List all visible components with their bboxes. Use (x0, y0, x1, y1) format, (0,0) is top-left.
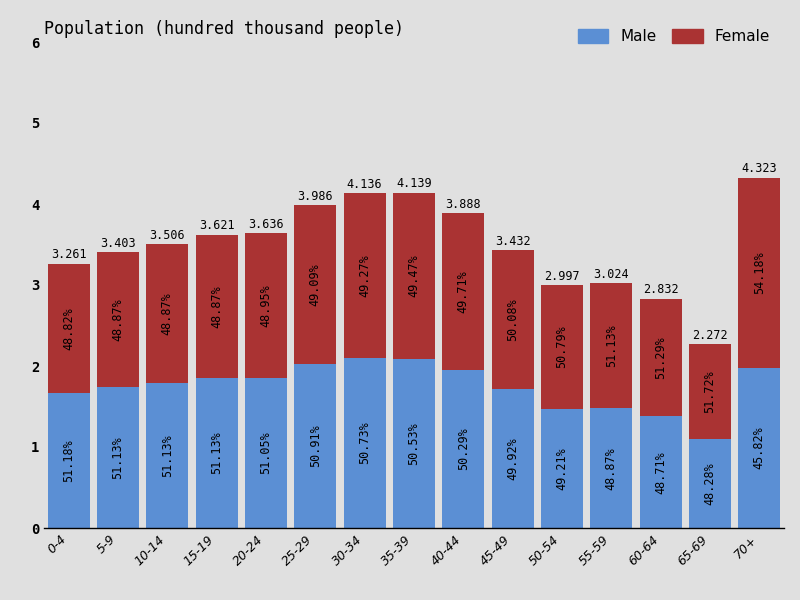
Text: 48.82%: 48.82% (62, 307, 75, 350)
Bar (492, 389, 534, 528)
Bar (146, 244, 188, 383)
Text: 51.72%: 51.72% (703, 370, 717, 413)
Bar (689, 439, 731, 528)
Text: 2.272: 2.272 (692, 329, 728, 341)
Bar (97, 253, 139, 387)
Bar (97, 387, 139, 528)
Bar (294, 205, 336, 364)
Bar (393, 193, 435, 359)
Bar (48, 264, 90, 393)
Text: 50.29%: 50.29% (457, 427, 470, 470)
Text: 49.92%: 49.92% (506, 437, 519, 480)
Text: 3.636: 3.636 (248, 218, 284, 231)
Text: 2.832: 2.832 (643, 283, 678, 296)
Text: 3.986: 3.986 (298, 190, 333, 203)
Bar (541, 285, 583, 409)
Bar (590, 283, 632, 408)
Text: 3.024: 3.024 (594, 268, 629, 281)
Bar (738, 368, 780, 528)
Text: 48.87%: 48.87% (210, 285, 223, 328)
Text: 51.13%: 51.13% (111, 436, 125, 479)
Bar (48, 393, 90, 528)
Text: 49.27%: 49.27% (358, 254, 371, 297)
Text: 4.136: 4.136 (347, 178, 382, 191)
Text: 51.13%: 51.13% (605, 325, 618, 367)
Text: 3.888: 3.888 (446, 197, 481, 211)
Text: 50.73%: 50.73% (358, 422, 371, 464)
Bar (590, 408, 632, 528)
Legend: Male, Female: Male, Female (572, 23, 776, 50)
Bar (640, 299, 682, 416)
Text: 45.82%: 45.82% (753, 427, 766, 469)
Bar (640, 416, 682, 528)
Text: 49.21%: 49.21% (555, 447, 569, 490)
Text: 48.87%: 48.87% (161, 292, 174, 335)
Bar (442, 370, 484, 528)
Bar (442, 213, 484, 370)
Text: 3.432: 3.432 (495, 235, 530, 248)
Text: 4.139: 4.139 (396, 178, 432, 190)
Text: 49.71%: 49.71% (457, 270, 470, 313)
Text: 51.05%: 51.05% (259, 431, 273, 474)
Bar (393, 359, 435, 528)
Bar (294, 364, 336, 528)
Text: 50.08%: 50.08% (506, 298, 519, 341)
Bar (738, 178, 780, 368)
Text: 3.621: 3.621 (199, 219, 234, 232)
Bar (689, 344, 731, 439)
Text: 50.79%: 50.79% (555, 326, 569, 368)
Text: 51.13%: 51.13% (210, 431, 223, 475)
Text: 49.09%: 49.09% (309, 263, 322, 306)
Bar (196, 235, 238, 378)
Bar (196, 378, 238, 528)
Text: 3.506: 3.506 (150, 229, 185, 242)
Text: 48.87%: 48.87% (111, 298, 125, 341)
Text: 4.323: 4.323 (742, 163, 777, 175)
Bar (245, 233, 287, 377)
Bar (344, 358, 386, 528)
Bar (492, 250, 534, 389)
Bar (344, 193, 386, 358)
Text: 50.91%: 50.91% (309, 424, 322, 467)
Text: 49.47%: 49.47% (407, 254, 421, 297)
Text: 51.18%: 51.18% (62, 439, 75, 482)
Text: 48.87%: 48.87% (605, 447, 618, 490)
Text: 51.13%: 51.13% (161, 434, 174, 477)
Text: Population (hundred thousand people): Population (hundred thousand people) (44, 20, 404, 38)
Text: 50.53%: 50.53% (407, 422, 421, 464)
Text: 48.95%: 48.95% (259, 284, 273, 327)
Text: 48.28%: 48.28% (703, 462, 717, 505)
Bar (146, 383, 188, 528)
Text: 51.29%: 51.29% (654, 336, 667, 379)
Bar (245, 377, 287, 528)
Text: 3.403: 3.403 (100, 237, 136, 250)
Text: 3.261: 3.261 (51, 248, 86, 262)
Text: 54.18%: 54.18% (753, 251, 766, 294)
Text: 48.71%: 48.71% (654, 451, 667, 494)
Text: 2.997: 2.997 (544, 270, 580, 283)
Bar (541, 409, 583, 528)
